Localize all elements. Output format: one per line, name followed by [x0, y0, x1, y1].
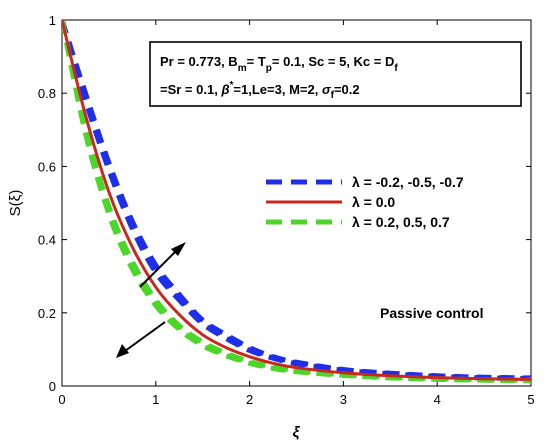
x-tick-label: 0 [58, 392, 65, 407]
series-line-2-2 [62, 20, 531, 384]
legend: λ = -0.2, -0.5, -0.7 λ = 0.0 λ = 0.2, 0.5,… [266, 174, 464, 230]
x-tick-label: 5 [527, 392, 534, 407]
y-tick-label: 0.4 [38, 233, 56, 248]
legend-label-2: λ = 0.2, 0.5, 0.7 [352, 214, 450, 230]
x-tick-label: 4 [434, 392, 441, 407]
y-axis: 0 0.2 0.4 0.6 0.8 1 [38, 13, 531, 394]
y-tick-label: 0.2 [38, 306, 56, 321]
arrow-down-line [124, 321, 166, 352]
x-tick-label: 1 [152, 392, 159, 407]
x-tick-label: 3 [340, 392, 347, 407]
legend-label-0: λ = -0.2, -0.5, -0.7 [352, 174, 464, 190]
annotation-passive-control: Passive control [380, 305, 484, 321]
y-tick-label: 0.6 [38, 159, 56, 174]
y-tick-label: 1 [49, 13, 56, 28]
arrow-up-head [171, 242, 186, 256]
y-tick-label: 0 [49, 379, 56, 394]
y-axis-label: S(ξ) [7, 190, 24, 217]
x-axis: 0 1 2 3 4 5 [58, 20, 535, 407]
legend-label-1: λ = 0.0 [352, 194, 395, 210]
trend-arrows [116, 242, 186, 358]
x-axis-label: ξ [293, 424, 301, 441]
parameter-box-frame [149, 41, 522, 107]
arrow-down-head [116, 344, 129, 358]
arrow-up-line [139, 249, 178, 288]
series-line-1-0 [62, 20, 531, 381]
parameter-line-1: Pr = 0.773, Bm= Tp= 0.1, Sc = 5, Kc = Df [160, 54, 398, 74]
y-tick-label: 0.8 [38, 86, 56, 101]
parameter-box: Pr = 0.773, Bm= Tp= 0.1, Sc = 5, Kc = Df… [149, 41, 522, 107]
series-lines [62, 20, 531, 384]
parameter-line-2: =Sr = 0.1, β*=1,Le=3, M=2, σf=0.2 [160, 80, 360, 101]
x-tick-label: 2 [246, 392, 253, 407]
